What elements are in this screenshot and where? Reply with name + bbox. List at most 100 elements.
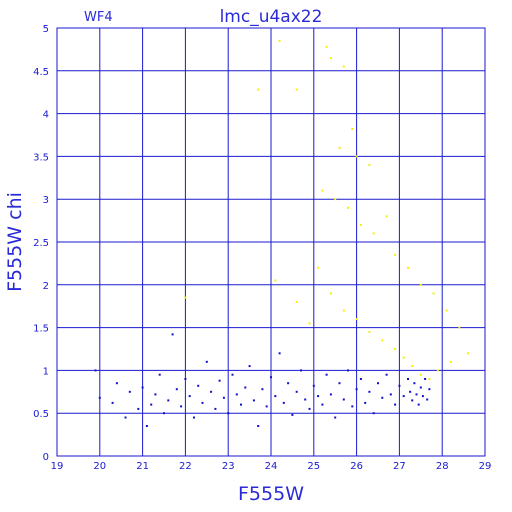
blue-data-point <box>321 403 324 406</box>
yellow-data-point <box>394 348 397 350</box>
x-tick-labels: 19 20 21 22 23 24 25 26 27 28 29 <box>51 461 492 472</box>
blue-data-point <box>98 396 101 399</box>
y-tick-label: 1.5 <box>33 324 49 335</box>
blue-data-point <box>381 396 384 399</box>
y-tick-label: 3 <box>43 195 49 206</box>
blue-data-point <box>413 382 416 385</box>
x-tick-label: 24 <box>265 461 278 472</box>
blue-data-point <box>261 388 264 391</box>
yellow-data-point <box>458 326 461 329</box>
y-tick-label: 2 <box>43 281 49 292</box>
blue-data-point <box>218 379 221 382</box>
blue-data-point <box>222 396 225 399</box>
blue-data-point <box>154 393 157 396</box>
y-tick-label: 1 <box>43 366 49 377</box>
blue-data-point <box>287 382 290 385</box>
blue-data-point <box>364 401 367 404</box>
blue-data-point <box>163 412 165 415</box>
blue-data-point <box>171 333 174 336</box>
blue-data-point <box>124 416 127 419</box>
yellow-data-point <box>368 164 371 166</box>
blue-data-point <box>278 352 281 355</box>
blue-data-point <box>377 382 379 385</box>
yellow-data-point <box>407 266 409 269</box>
blue-data-point <box>398 384 401 387</box>
blue-data-point <box>415 393 418 396</box>
blue-data-point <box>141 386 144 389</box>
blue-data-point <box>150 403 153 406</box>
blue-data-point <box>180 405 183 408</box>
blue-data-point <box>342 398 345 401</box>
blue-data-point <box>167 399 170 402</box>
blue-data-point <box>270 376 272 379</box>
yellow-data-point <box>372 232 375 235</box>
blue-data-point <box>265 405 268 408</box>
blue-data-point <box>308 407 311 410</box>
blue-data-point <box>248 365 251 368</box>
x-tick-label: 25 <box>307 461 320 472</box>
blue-data-point <box>158 373 161 376</box>
blue-data-point <box>312 384 315 387</box>
x-tick-label: 21 <box>136 461 149 472</box>
y-tick-label: 0 <box>43 452 49 463</box>
yellow-data-point <box>342 65 345 68</box>
blue-data-point <box>145 425 148 427</box>
data-points <box>94 39 469 427</box>
x-tick-label: 27 <box>393 461 406 472</box>
yellow-data-point <box>432 292 435 295</box>
blue-data-point <box>417 403 420 406</box>
yellow-data-point <box>257 88 260 91</box>
x-tick-label: 28 <box>436 461 449 472</box>
blue-data-point <box>385 373 388 376</box>
blue-data-point <box>394 403 397 406</box>
blue-data-point <box>428 388 431 391</box>
blue-data-point <box>329 393 332 396</box>
yellow-data-point <box>381 339 384 342</box>
yellow-data-point <box>355 155 358 158</box>
yellow-data-point <box>428 378 431 380</box>
yellow-data-point <box>295 88 298 91</box>
y-axis-label: F555W chi <box>4 192 26 292</box>
yellow-data-point <box>419 283 422 286</box>
blue-data-point <box>205 360 208 363</box>
y-tick-label: 4.5 <box>33 67 49 78</box>
blue-data-point <box>338 382 341 385</box>
plot-frame <box>56 27 486 457</box>
x-tick-label: 19 <box>51 461 64 472</box>
yellow-data-point <box>329 57 332 59</box>
x-tick-label: 29 <box>479 461 492 472</box>
blue-data-point <box>355 388 358 391</box>
yellow-data-point <box>338 146 341 149</box>
yellow-data-point <box>347 206 349 209</box>
yellow-data-point <box>351 128 354 130</box>
yellow-data-point <box>317 266 320 269</box>
blue-data-point <box>235 393 238 396</box>
blue-data-point <box>231 373 234 376</box>
yellow-data-point <box>329 292 332 295</box>
blue-data-point <box>137 407 140 410</box>
x-tick-label: 22 <box>179 461 192 472</box>
blue-data-point <box>188 395 191 398</box>
yellow-data-point <box>436 369 439 372</box>
blue-data-point <box>347 369 349 372</box>
yellow-data-point <box>359 223 362 226</box>
blue-data-point <box>111 401 114 404</box>
y-tick-label: 0.5 <box>33 409 49 420</box>
blue-data-point <box>257 425 260 427</box>
yellow-data-point <box>445 309 448 312</box>
blue-data-point <box>304 398 307 401</box>
yellow-data-point <box>334 198 337 201</box>
blue-data-point <box>94 369 97 372</box>
y-tick-label: 3.5 <box>33 152 49 163</box>
x-tick-label: 20 <box>93 461 106 472</box>
blue-data-point <box>214 407 217 410</box>
blue-data-point <box>368 390 371 393</box>
blue-data-point <box>184 378 187 380</box>
y-tick-label: 4 <box>43 110 49 121</box>
blue-data-point <box>291 413 294 416</box>
blue-data-point <box>244 386 247 389</box>
blue-data-point <box>317 395 320 398</box>
blue-data-point <box>402 395 405 398</box>
blue-data-point <box>334 416 337 419</box>
blue-data-point <box>351 405 354 408</box>
